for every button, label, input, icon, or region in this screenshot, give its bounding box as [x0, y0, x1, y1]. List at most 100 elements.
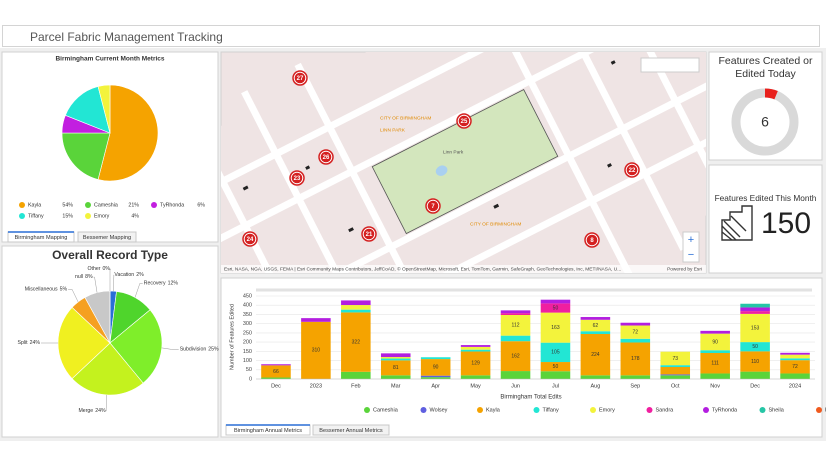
bar-segment[interactable]: [740, 313, 770, 343]
bar-segment[interactable]: [620, 322, 651, 326]
bar-segment[interactable]: [580, 375, 611, 379]
bar-segment[interactable]: [700, 373, 730, 379]
bar-segment[interactable]: [580, 331, 611, 334]
legend-swatch[interactable]: [364, 407, 370, 413]
bar-segment[interactable]: [500, 335, 531, 342]
bar-segment[interactable]: [660, 351, 691, 366]
bar-segment[interactable]: [500, 371, 531, 379]
bar-segment[interactable]: [500, 314, 531, 336]
bar-segment[interactable]: [780, 358, 810, 361]
legend-swatch[interactable]: [759, 407, 766, 413]
bar-segment[interactable]: [500, 341, 531, 372]
bar-segment[interactable]: [540, 299, 571, 304]
bar-segment[interactable]: [301, 321, 331, 379]
bar-segment[interactable]: [341, 305, 371, 310]
bar-segment[interactable]: [660, 375, 691, 379]
legend-label[interactable]: Sandra: [656, 407, 675, 413]
bar-segment[interactable]: [580, 319, 611, 332]
legend-swatch[interactable]: [703, 407, 709, 413]
bar-segment[interactable]: [341, 371, 371, 379]
legend-label[interactable]: Wolsey: [430, 407, 448, 413]
bar-segment[interactable]: [740, 303, 770, 308]
tab[interactable]: [77, 231, 137, 243]
y-tick-label: 350: [243, 312, 252, 318]
bar-segment[interactable]: [700, 352, 730, 374]
bar-segment[interactable]: [380, 375, 411, 379]
bar-segment[interactable]: [460, 349, 491, 352]
bar-segment[interactable]: [380, 353, 411, 358]
bar-segment[interactable]: [460, 345, 491, 347]
bar-segment[interactable]: [540, 362, 571, 372]
tab-label[interactable]: Birmingham Annual Metrics: [234, 428, 302, 434]
bar-segment[interactable]: [380, 358, 411, 361]
header: Parcel Fabric Management Tracking: [2, 25, 820, 47]
legend-label[interactable]: Emory: [599, 407, 615, 413]
bar-segment[interactable]: [780, 373, 810, 379]
bar-segment[interactable]: [420, 359, 451, 376]
bar-segment[interactable]: [660, 374, 691, 376]
bar-segment[interactable]: [740, 311, 770, 314]
bar-segment[interactable]: [500, 310, 531, 314]
bar-segment[interactable]: [740, 351, 770, 372]
bar-segment[interactable]: [700, 333, 730, 351]
bar-segment[interactable]: [780, 360, 810, 374]
zoom-out[interactable]: −: [688, 249, 694, 261]
legend-swatch[interactable]: [646, 407, 653, 413]
bar-segment[interactable]: [780, 354, 810, 359]
bar-segment[interactable]: [460, 351, 491, 376]
legend-swatch[interactable]: [816, 407, 822, 413]
bar-segment[interactable]: [341, 309, 371, 313]
bar-segment[interactable]: [740, 307, 770, 312]
y-axis-label: Number of Features Edited: [229, 304, 235, 370]
bar-segment[interactable]: [620, 375, 651, 379]
bar-segment[interactable]: [740, 342, 770, 352]
bar-segment[interactable]: [540, 342, 571, 363]
legend-label[interactable]: Kayla: [486, 407, 501, 413]
legend-swatch[interactable]: [477, 407, 483, 413]
bar-segment[interactable]: [540, 312, 571, 343]
bar-segment[interactable]: [540, 371, 571, 379]
bar-segment[interactable]: [460, 346, 491, 350]
bar-segment[interactable]: [740, 371, 770, 379]
bar-segment[interactable]: [540, 303, 571, 313]
bar-segment[interactable]: [500, 313, 531, 315]
tab-label[interactable]: Bessemer Mapping: [83, 235, 131, 241]
bar-segment[interactable]: [341, 312, 371, 372]
map-toolbar[interactable]: [640, 57, 700, 73]
bar-segment[interactable]: [420, 357, 451, 360]
map-label: CITY OF BIRMINGHAM: [470, 221, 521, 227]
legend-swatch[interactable]: [533, 407, 540, 413]
tab-label[interactable]: Birmingham Mapping: [15, 235, 68, 241]
bar-segment[interactable]: [261, 377, 291, 379]
bar-segment[interactable]: [660, 365, 691, 368]
legend-label[interactable]: TyRhonda: [712, 407, 738, 413]
bar-segment[interactable]: [420, 377, 451, 379]
map[interactable]: CITY OF BIRMINGHAM LINN PARK Linn Park CITY…: [111, 0, 826, 463]
bar-segment[interactable]: [700, 330, 730, 334]
zoom-in[interactable]: +: [688, 234, 694, 246]
bar-segment[interactable]: [301, 318, 331, 322]
legend-swatch[interactable]: [590, 407, 596, 413]
bar-segment[interactable]: [580, 317, 611, 320]
legend-label[interactable]: Sheila: [769, 407, 785, 413]
legend-label[interactable]: Cameshia: [373, 407, 399, 413]
bar-segment[interactable]: [380, 357, 411, 359]
bar-segment[interactable]: [660, 367, 691, 375]
bar-segment[interactable]: [420, 375, 451, 378]
bar-segment[interactable]: [261, 364, 291, 366]
tab[interactable]: [312, 424, 390, 436]
bar-segment[interactable]: [380, 360, 411, 376]
tab-label[interactable]: Bessemer Annual Metrics: [319, 428, 383, 434]
bar-segment[interactable]: [700, 350, 730, 353]
bar-segment[interactable]: [341, 300, 371, 306]
bar-segment[interactable]: [780, 352, 810, 355]
legend-swatch[interactable]: [420, 407, 427, 413]
bar-segment[interactable]: [261, 365, 291, 378]
zoom-control[interactable]: [682, 231, 700, 263]
bar-segment[interactable]: [580, 333, 611, 376]
bar-segment[interactable]: [620, 325, 651, 339]
bar-segment[interactable]: [620, 342, 651, 376]
bar-segment[interactable]: [460, 375, 491, 379]
legend-label[interactable]: Tiffany: [543, 407, 559, 413]
bar-segment[interactable]: [620, 338, 651, 343]
